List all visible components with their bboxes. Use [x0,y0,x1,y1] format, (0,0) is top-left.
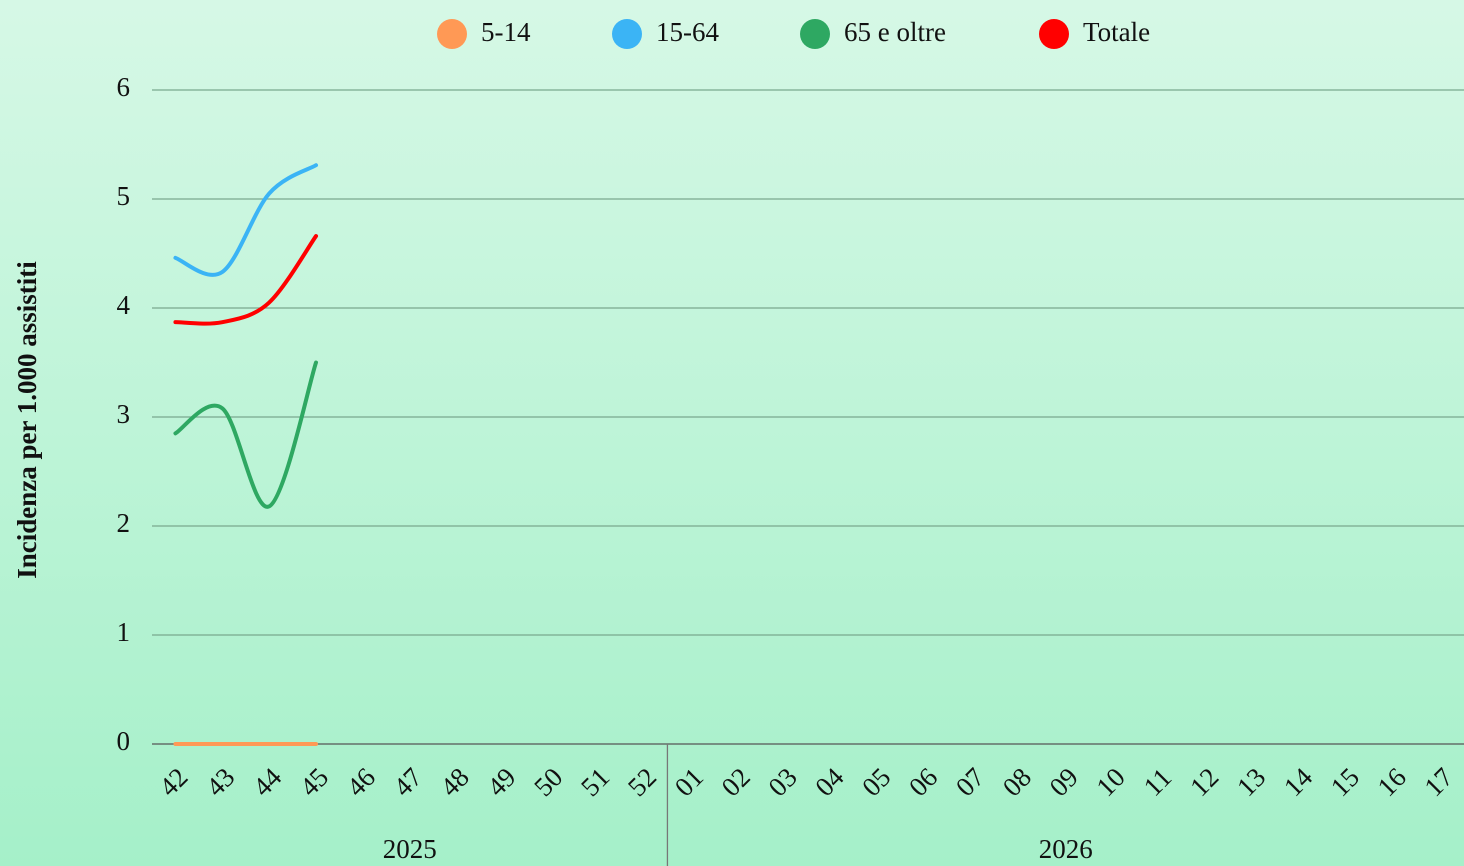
x-tick-label: 04 [809,762,850,803]
x-tick-label: 01 [669,762,709,802]
x-tick-label: 11 [1138,762,1178,802]
x-tick-label: 47 [388,762,428,802]
x-group-label: 2026 [1039,834,1093,864]
x-tick-label: 15 [1325,762,1365,802]
legend-marker [437,19,467,49]
series-line [173,360,318,509]
x-tick-label: 48 [434,762,474,802]
legend-marker [800,19,830,49]
series-line [173,163,318,277]
x-tick-label: 16 [1372,762,1412,802]
y-tick-label: 2 [117,508,131,538]
legend-marker [1039,19,1069,49]
y-tick-label: 6 [117,72,131,102]
x-tick-label: 49 [481,762,521,802]
y-tick-label: 5 [117,181,131,211]
x-group-label: 2025 [383,834,437,864]
x-tick-label: 08 [997,762,1037,802]
x-tick-label: 17 [1418,762,1458,802]
legend-marker [612,19,642,49]
x-tick-label: 51 [575,762,615,802]
x-tick-label: 46 [341,762,381,802]
x-tick-label: 13 [1231,762,1271,802]
x-tick-label: 10 [1090,762,1130,802]
x-tick-label: 03 [762,762,802,802]
x-tick-label: 06 [903,762,943,802]
y-tick-label: 1 [117,617,131,647]
x-tick-label: 14 [1278,762,1319,803]
series-line [173,234,318,326]
x-tick-label: 43 [200,762,240,802]
legend-label: Totale [1083,17,1150,47]
x-tick-label: 45 [294,762,334,802]
x-tick-label: 05 [856,762,896,802]
y-tick-label: 0 [117,726,131,756]
legend-label: 15-64 [656,17,719,47]
legend-label: 5-14 [481,17,531,47]
y-tick-label: 4 [117,290,131,320]
y-tick-label: 3 [117,399,131,429]
x-tick-label: 42 [153,762,193,802]
legend-label: 65 e oltre [844,17,946,47]
x-tick-label: 50 [528,762,568,802]
x-tick-label: 52 [622,762,662,802]
x-tick-label: 12 [1184,762,1224,802]
x-tick-label: 44 [247,762,288,803]
x-tick-label: 09 [1044,762,1084,802]
x-tick-label: 02 [716,762,756,802]
x-tick-label: 07 [950,762,990,802]
y-axis-label: Incidenza per 1.000 assistiti [12,261,42,579]
